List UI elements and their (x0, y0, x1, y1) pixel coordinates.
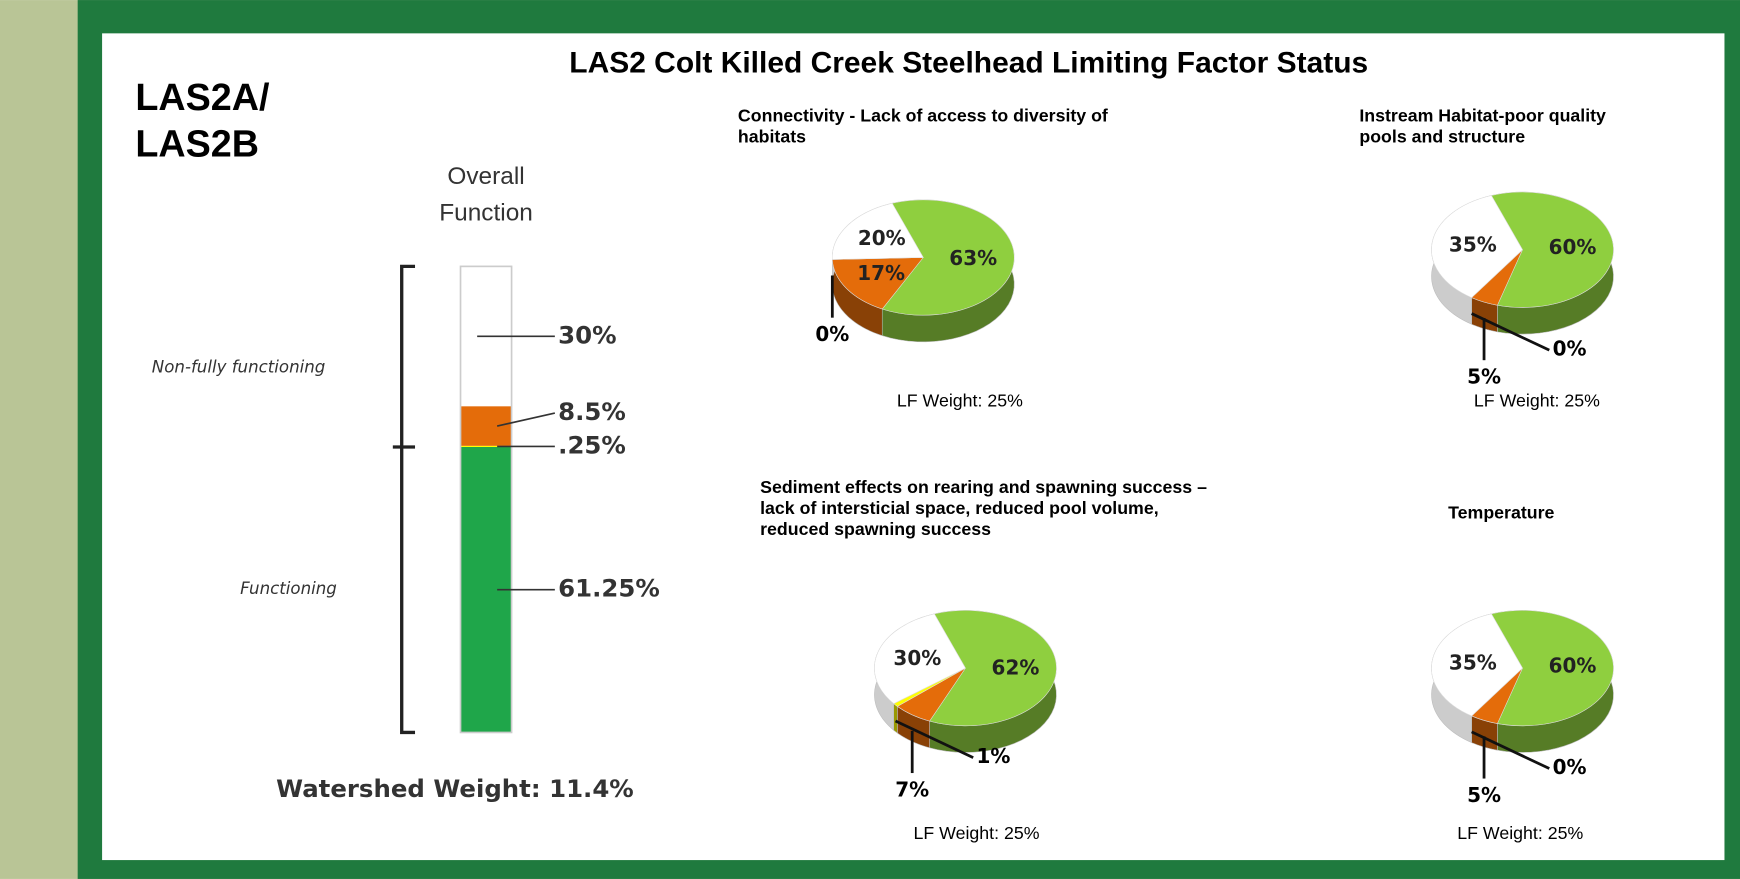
pie-title: pools and structure (1359, 126, 1525, 146)
bar-title: Function (439, 200, 533, 227)
unit-label: LAS2B (135, 123, 259, 165)
data-label: 63% (949, 246, 997, 270)
lf-weight: LF Weight: 25% (914, 823, 1040, 843)
pie-slice (874, 613, 966, 704)
lf-weight: LF Weight: 25% (1457, 823, 1583, 843)
value-label: 61.25% (558, 574, 660, 603)
pie-title: Temperature (1448, 503, 1554, 523)
pie-title: habitats (738, 126, 806, 146)
pie-slice (1490, 610, 1614, 727)
data-label: 5% (1467, 364, 1501, 388)
bar-segment (460, 445, 512, 447)
data-label: 7% (895, 777, 929, 801)
data-label: 5% (1467, 783, 1501, 807)
value-label: .25% (558, 430, 626, 459)
group-label: Non-fully functioning (152, 357, 326, 376)
data-label: 0% (1553, 337, 1587, 361)
data-label: 17% (857, 261, 905, 285)
lf-weight: LF Weight: 25% (1474, 390, 1600, 410)
data-label: 1% (977, 744, 1011, 768)
data-label: 0% (1553, 755, 1587, 779)
data-label: 62% (992, 655, 1040, 679)
data-label: 30% (893, 646, 941, 670)
pie-slice (881, 199, 1015, 316)
leader-line (496, 412, 556, 427)
leader-line (1471, 312, 1550, 352)
pie-slice (832, 202, 924, 260)
bar-outline (459, 265, 513, 734)
pie-slice (832, 257, 924, 310)
footer: Watershed Weight: 11.4% (276, 774, 634, 803)
pie-title: Connectivity - Lack of access to diversi… (738, 105, 1108, 125)
pie-slice (1490, 191, 1614, 308)
leader-line (1471, 730, 1550, 770)
data-label: 60% (1549, 653, 1597, 677)
slide-title: LAS2 Colt Killed Creek Steelhead Limitin… (569, 46, 1368, 79)
unit-label: LAS2A/ (135, 76, 270, 118)
pie-title: Sediment effects on rearing and spawning… (760, 477, 1207, 497)
pie-title: lack of intersticial space, reduced pool… (760, 498, 1159, 518)
group-label: Functioning (240, 579, 337, 598)
pie-title: reduced spawning success (760, 519, 991, 539)
bar-title: Overall (447, 163, 524, 190)
bar-segment (460, 406, 512, 446)
data-label: 35% (1449, 651, 1497, 675)
pie-title: Instream Habitat-poor quality (1359, 105, 1606, 125)
value-label: 8.5% (558, 397, 626, 426)
pie-slice (1431, 195, 1523, 298)
lf-weight: LF Weight: 25% (897, 390, 1023, 410)
pie-slice (929, 610, 1057, 727)
leader-line (894, 719, 974, 759)
data-label: 35% (1449, 232, 1497, 256)
data-label: 20% (858, 226, 906, 250)
data-label: 0% (815, 322, 849, 346)
bracket (392, 264, 416, 735)
pie-slice (1431, 613, 1523, 717)
pie-side (893, 703, 898, 734)
data-label: 60% (1549, 235, 1597, 259)
value-label: 30% (558, 320, 616, 349)
